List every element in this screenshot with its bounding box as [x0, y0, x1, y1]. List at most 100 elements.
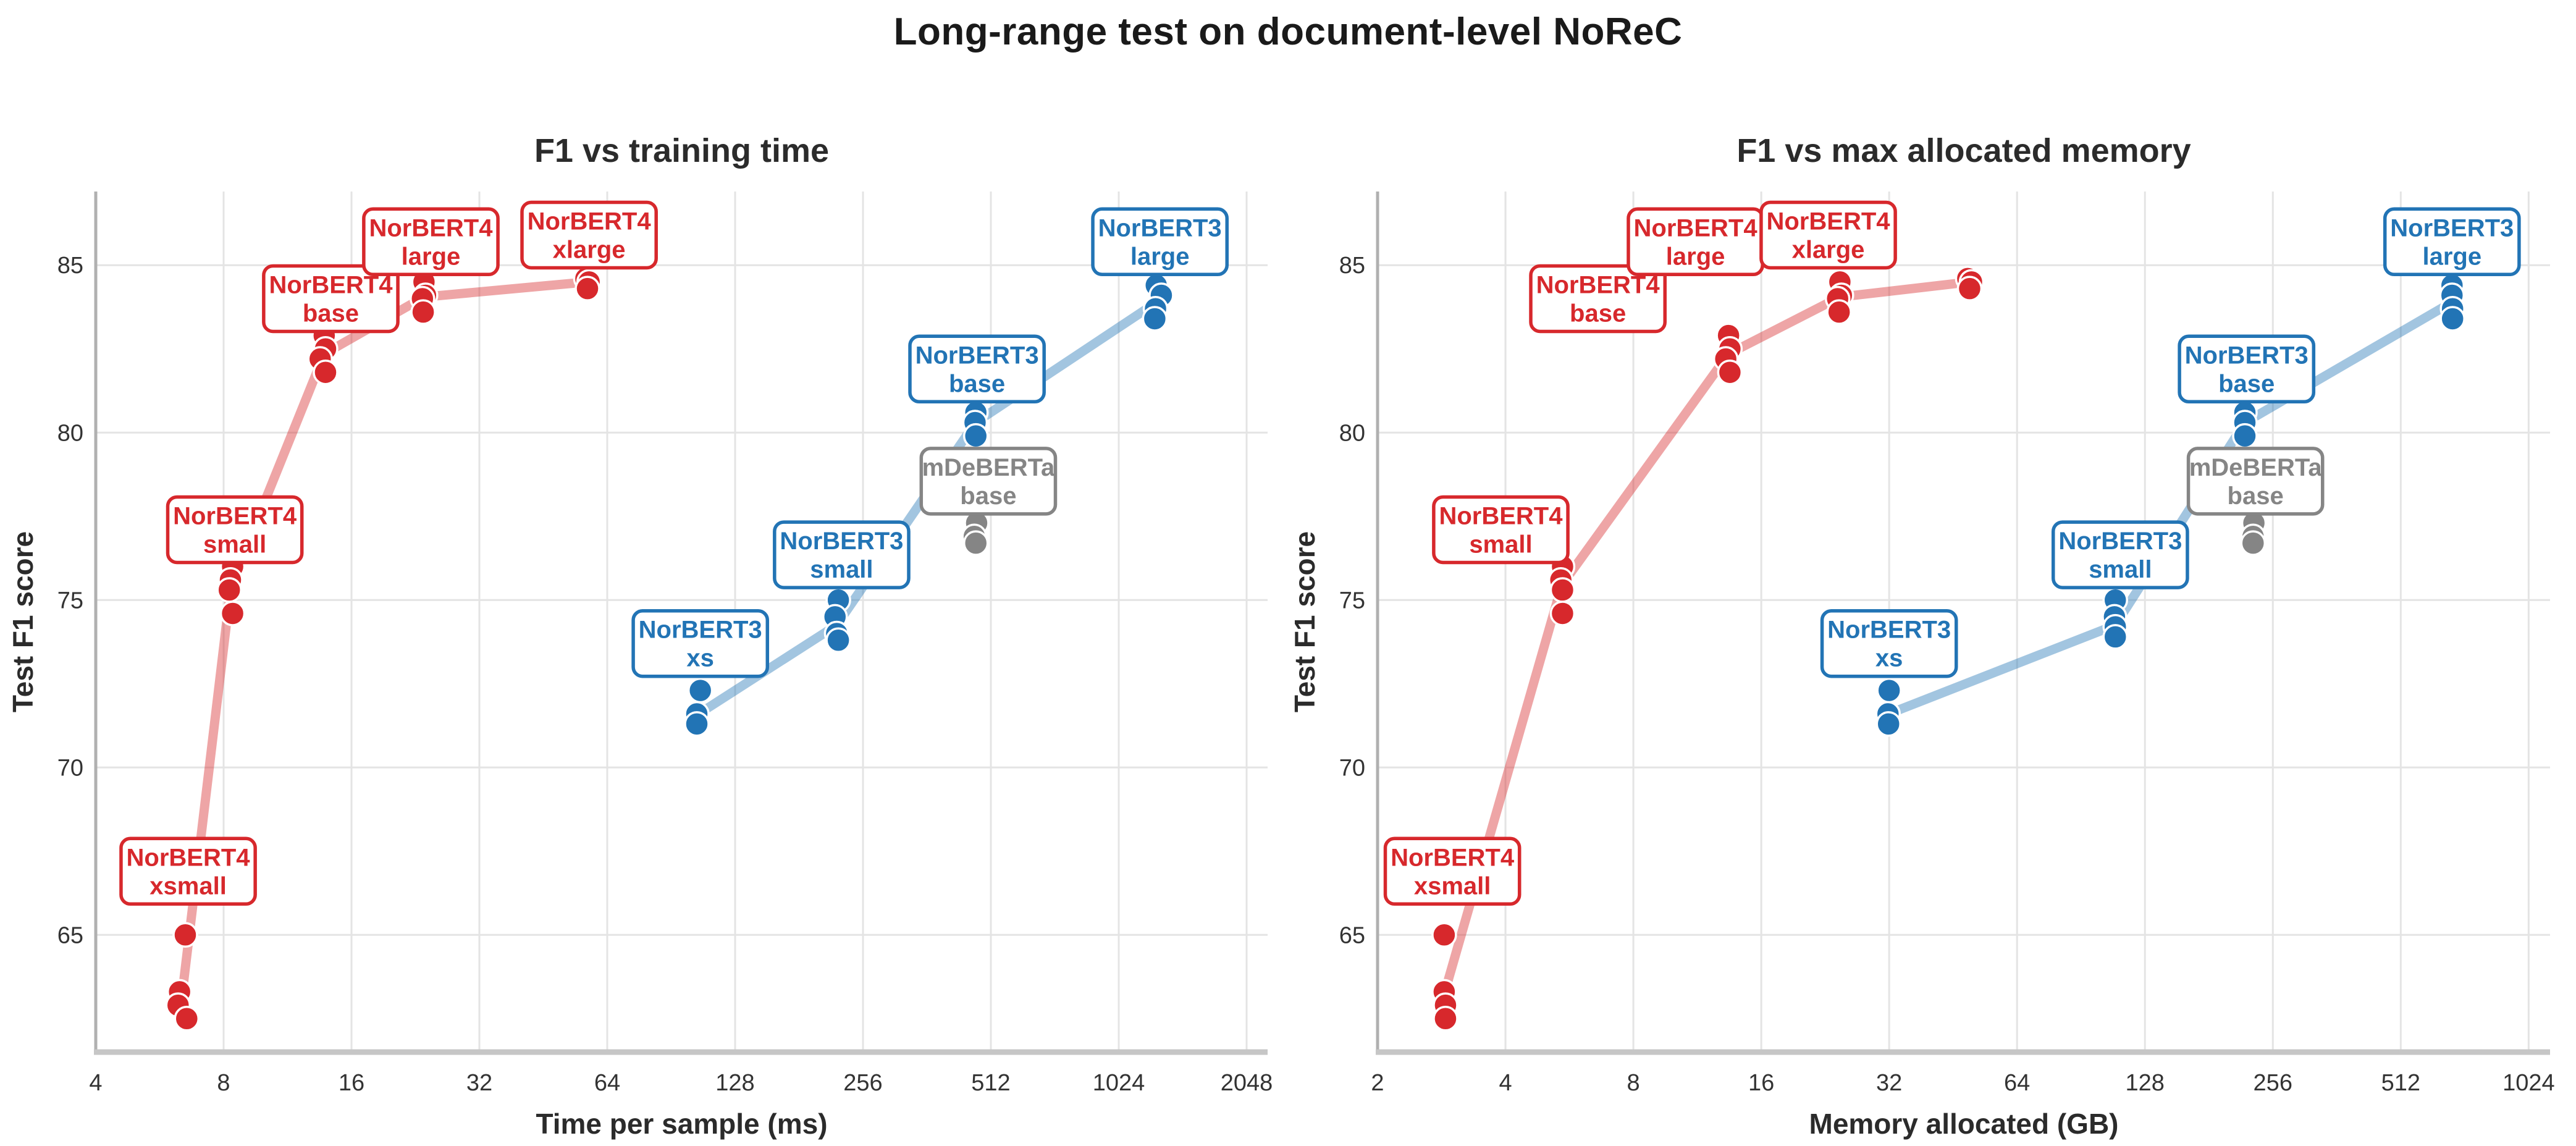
points-mdeberta-base	[961, 510, 990, 556]
label-line-2: small	[203, 531, 266, 558]
data-point	[684, 711, 710, 737]
points-norbert3-base	[2232, 399, 2258, 449]
label-box	[1383, 836, 1522, 906]
data-point	[1431, 922, 1457, 948]
x-tick-label: 256	[2254, 1070, 2292, 1096]
label-line-1: NorBERT3	[1098, 214, 1222, 242]
points-norbert4-xlarge	[1955, 266, 1985, 301]
x-tick-label: 128	[715, 1070, 754, 1096]
points-norbert4-small	[1547, 554, 1576, 626]
label-line-1: NorBERT4	[528, 208, 652, 235]
y-tick-label: 70	[1339, 755, 1365, 781]
data-point	[2232, 423, 2258, 449]
points-norbert3-xs	[684, 677, 713, 737]
label-box	[919, 447, 1058, 516]
label-line-2: large	[1666, 243, 1725, 270]
x-tick-label: 4	[1499, 1070, 1512, 1096]
label-line-2: large	[402, 243, 461, 270]
label-line-2: xsmall	[1414, 872, 1491, 900]
label-box	[520, 200, 658, 270]
points-norbert4-xsmall	[165, 922, 200, 1032]
data-point	[1875, 711, 1901, 737]
data-point	[172, 922, 198, 948]
label-box	[1820, 609, 1958, 678]
x-tick-label: 32	[1876, 1070, 1902, 1096]
points-norbert3-small	[822, 587, 851, 654]
data-point	[1433, 1006, 1458, 1032]
y-tick-label: 75	[1339, 588, 1365, 613]
points-norbert4-xlarge	[573, 266, 602, 301]
label-line-1: NorBERT4	[1634, 214, 1758, 242]
label-line-1: NorBERT3	[2185, 342, 2309, 369]
x-tick-label: 1024	[2502, 1070, 2555, 1096]
x-tick-label: 2048	[1221, 1070, 1273, 1096]
label-line-2: small	[1469, 531, 1532, 558]
y-tick-label: 85	[57, 253, 83, 279]
y-tick-label: 80	[57, 420, 83, 446]
label-line-1: NorBERT3	[2390, 214, 2514, 242]
data-point	[216, 577, 242, 603]
x-tick-label: 16	[339, 1070, 364, 1096]
points-norbert4-base	[1712, 322, 1743, 386]
label-line-1: NorBERT3	[780, 528, 903, 555]
points-norbert4-small	[216, 554, 246, 626]
data-point	[2439, 306, 2465, 332]
x-axis-label: Time per sample (ms)	[536, 1108, 827, 1140]
data-point	[825, 627, 851, 654]
label-line-1: NorBERT4	[173, 502, 297, 529]
label-box	[1529, 264, 1667, 334]
data-point	[410, 299, 436, 325]
data-point	[1549, 600, 1576, 626]
label-box	[2051, 520, 2189, 589]
label-box	[166, 495, 304, 565]
data-point	[219, 600, 246, 626]
data-point	[2240, 530, 2267, 556]
data-point	[1956, 276, 1983, 301]
label-line-2: base	[2228, 482, 2284, 510]
label-line-2: xs	[1875, 645, 1903, 672]
points-norbert3-xs	[1875, 677, 1902, 737]
x-tick-label: 4	[89, 1070, 102, 1096]
label-box	[1432, 495, 1570, 565]
label-line-2: base	[1570, 300, 1626, 327]
label-line-2: xs	[686, 645, 714, 672]
label-line-2: base	[960, 482, 1016, 510]
label-line-2: small	[2089, 556, 2152, 583]
data-point	[1549, 577, 1576, 603]
label-line-1: NorBERT3	[2058, 528, 2182, 555]
points-norbert4-xsmall	[1431, 922, 1458, 1032]
points-norbert4-large	[1824, 269, 1854, 325]
points-norbert3-base	[962, 399, 989, 449]
data-point	[1717, 359, 1743, 386]
points-norbert4-large	[410, 269, 439, 325]
label-box	[119, 836, 257, 906]
label-box	[631, 609, 770, 678]
plot-title: F1 vs training time	[534, 132, 829, 169]
y-tick-label: 70	[57, 755, 83, 781]
data-point	[1142, 306, 1168, 332]
points-mdeberta-base	[2240, 510, 2267, 556]
y-tick-label: 85	[1339, 253, 1365, 279]
data-point	[2102, 624, 2128, 650]
x-tick-label: 512	[971, 1070, 1010, 1096]
data-point	[1826, 299, 1852, 325]
label-line-1: NorBERT4	[1439, 502, 1563, 529]
label-line-1: mDeBERTa	[2189, 454, 2323, 481]
plot-title: F1 vs max allocated memory	[1736, 132, 2191, 169]
label-box	[1759, 200, 1897, 270]
x-tick-label: 8	[1627, 1070, 1640, 1096]
label-line-2: large	[2422, 243, 2481, 270]
